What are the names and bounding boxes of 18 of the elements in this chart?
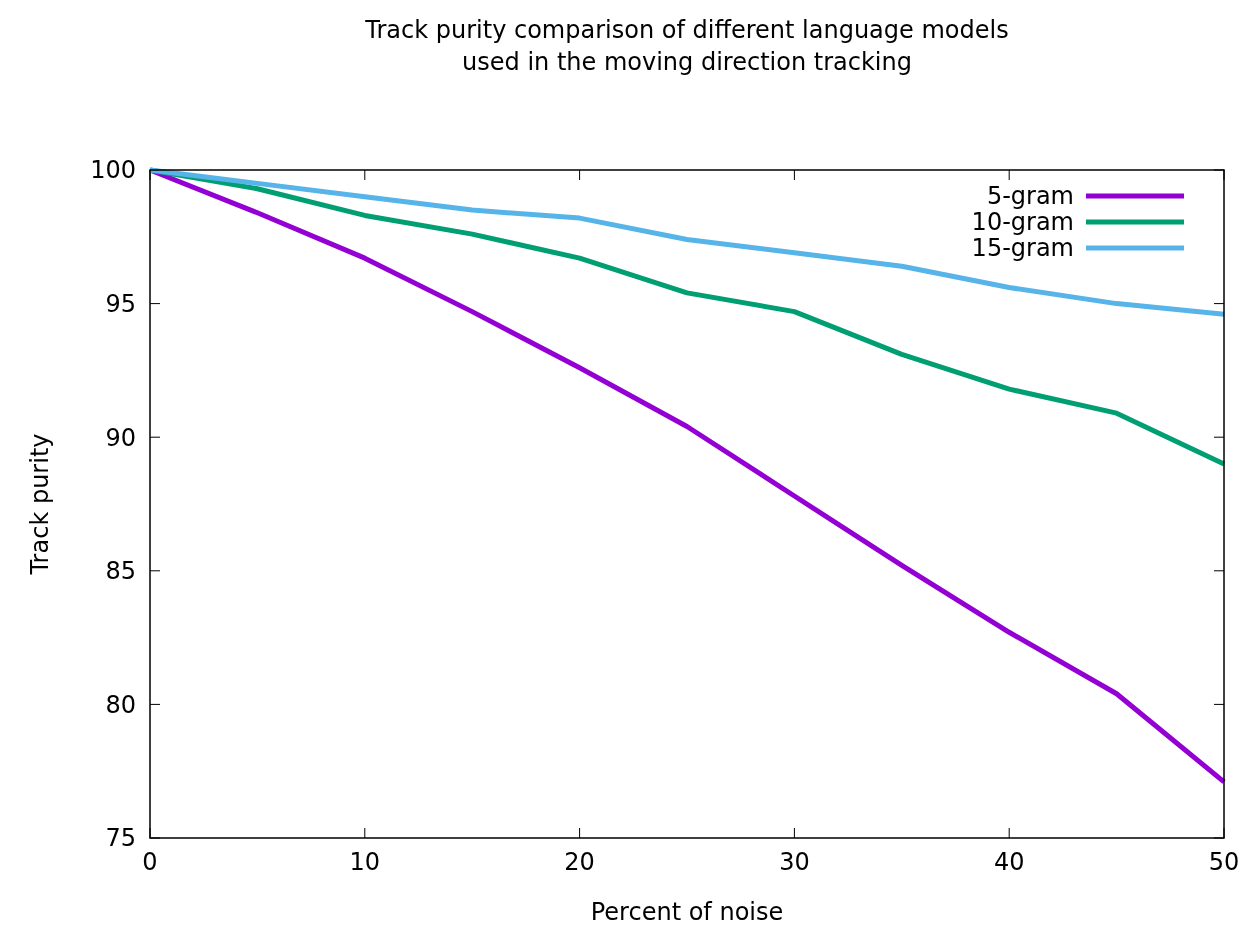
legend-label: 5-gram: [986, 182, 1074, 211]
x-tick-label: 10: [349, 848, 381, 876]
chart-title: Track purity comparison of different language models used in the moving direction tracking: [364, 16, 1009, 76]
legend-label: 10-gram: [971, 208, 1074, 237]
y-tick-label: 75: [105, 824, 136, 853]
y-axis-title: Track purity: [26, 433, 54, 576]
x-tick-label: 30: [779, 848, 810, 876]
x-tick-label: 0: [142, 848, 158, 876]
x-tick-label: 40: [993, 848, 1025, 876]
x-tick-label: 50: [1208, 848, 1240, 876]
y-tick-label: 95: [105, 290, 136, 318]
x-axis-title: Percent of noise: [590, 898, 784, 926]
x-tick-label: 20: [564, 848, 595, 876]
y-tick-label: 100: [90, 156, 136, 185]
y-tick-label: 90: [105, 423, 136, 452]
y-tick-label: 85: [105, 557, 136, 586]
y-tick-label: 80: [105, 690, 136, 719]
legend-label: 15-gram: [971, 234, 1074, 263]
